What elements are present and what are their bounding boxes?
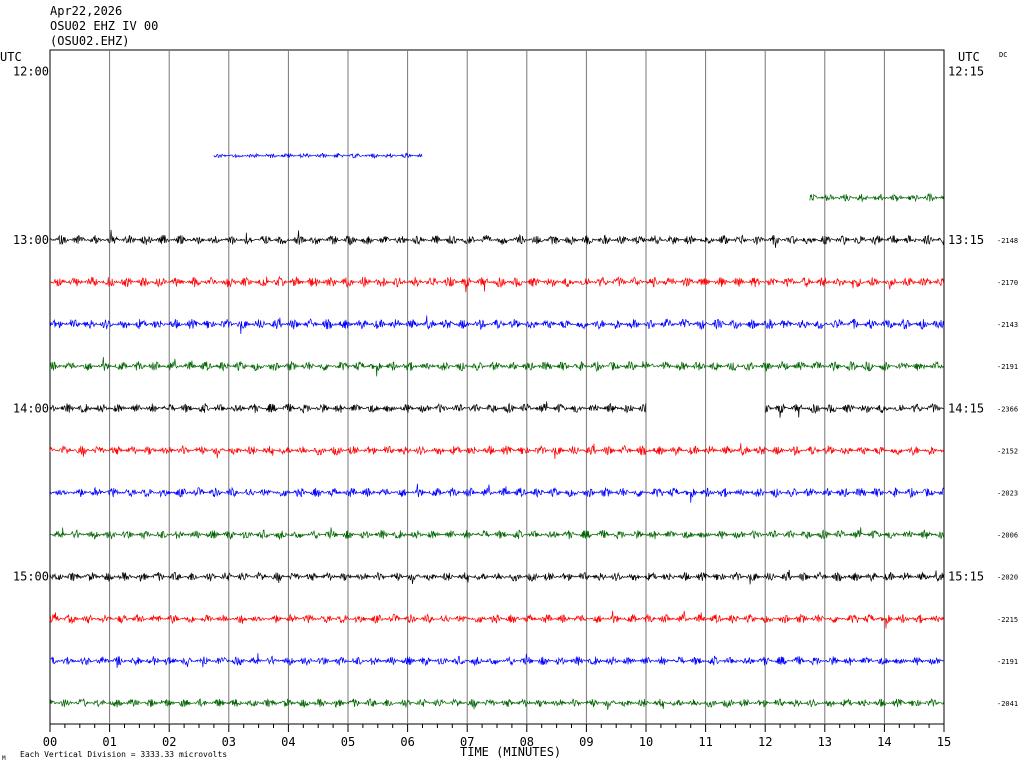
x-tick-label: 00 [43,735,57,749]
chart-grid [49,49,945,725]
seismic-trace-row-13 [49,610,945,629]
station-line: OSU02 EHZ IV 00 [50,19,159,33]
seismic-trace-row-3 [809,192,944,203]
row-time-label-right: 13:15 [948,233,984,247]
dc-offset-label: -2143 [997,321,1018,329]
x-tick-label: 15 [937,735,951,749]
x-tick-label: 12 [758,735,772,749]
dc-label: DC [999,51,1007,59]
chart-axes: 00 01 02 03 04 05 06 07 08 09 10 11 12 13 14 15 12:00 12:… [13,65,1018,750]
dc-offset-label: -2366 [997,405,1018,413]
seismic-trace-row-15 [49,698,945,710]
row-time-label-right: 12:15 [948,65,984,79]
x-tick-label: 02 [162,735,176,749]
dc-offset-label: -2006 [997,532,1018,540]
seismic-trace-row-2 [213,152,423,159]
x-tick-label: 14 [877,735,891,749]
x-tick-label: 07 [460,735,474,749]
seismic-trace-row-4 [49,229,945,248]
x-tick-label: 08 [520,735,534,749]
x-tick-label: 11 [698,735,712,749]
dc-offset-label: -2041 [997,700,1018,708]
utc-right-label: UTC [958,50,980,64]
x-tick-label: 04 [281,735,295,749]
dc-offset-label: -2148 [997,237,1018,245]
dc-offset-label: -2152 [997,447,1018,455]
seismic-trace-row-11 [49,527,945,541]
seismic-trace-row-12 [49,569,945,585]
dc-offset-label: -2215 [997,616,1018,624]
x-tick-label: 13 [818,735,832,749]
x-axis-title: TIME (MINUTES) [460,745,561,759]
seismic-trace-row-14 [49,653,944,669]
corner-mark: M [2,755,6,762]
dc-offset-label: -2023 [997,490,1018,498]
x-tick-label: 05 [341,735,355,749]
seismic-trace-row-8 [765,402,944,418]
utc-left-label: UTC [0,50,22,64]
chart-traces [49,152,945,710]
station-code: (OSU02.EHZ) [50,34,130,48]
row-time-label-left: 12:00 [13,65,49,79]
x-tick-label: 06 [400,735,414,749]
seismic-trace-row-10 [49,483,945,503]
x-tick-label: 01 [102,735,116,749]
x-tick-label: 10 [639,735,653,749]
x-tick-label: 03 [222,735,236,749]
row-time-label-right: 14:15 [948,401,984,415]
seismic-trace-row-9 [49,443,945,460]
date-label: Apr22,2026 [50,4,123,18]
row-time-label-right: 15:15 [948,570,984,584]
dc-offset-label: -2020 [997,574,1018,582]
row-time-label-left: 13:00 [13,233,49,247]
seismic-trace-row-7 [49,357,945,377]
dc-offset-label: -2191 [997,658,1018,666]
x-tick-label: 09 [579,735,593,749]
dc-offset-label: -2191 [997,363,1018,371]
footer-note: Each Vertical Division = 3333.33 microvo… [20,750,227,759]
seismic-trace-row-6 [49,315,945,334]
plot-frame [49,49,945,725]
row-time-label-left: 14:00 [13,401,49,415]
dc-offset-label: -2170 [997,279,1018,287]
row-time-label-left: 15:00 [13,570,49,584]
seismic-trace-row-5 [49,275,945,293]
seismic-trace-row-8 [49,401,646,414]
